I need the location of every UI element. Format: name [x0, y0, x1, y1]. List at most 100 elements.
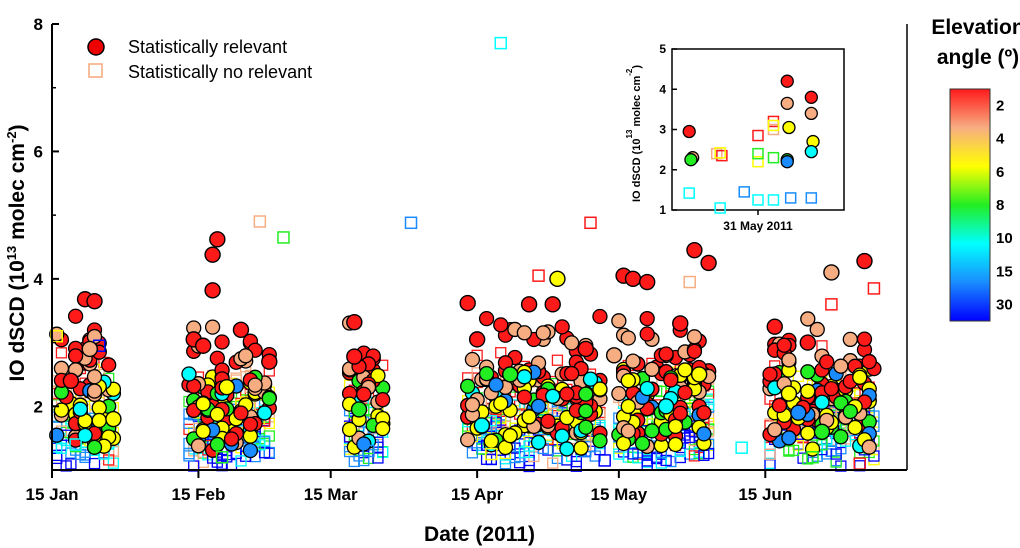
filled-circle-marker	[667, 418, 684, 435]
colorbar-level-label: 4	[996, 131, 1005, 148]
inset-filled-circle-marker	[780, 155, 794, 169]
open-square-marker	[466, 447, 479, 459]
filled-circle-marker	[516, 369, 533, 385]
filled-circle-marker	[86, 383, 103, 399]
open-square-marker	[783, 445, 795, 457]
open-square-marker	[362, 444, 375, 458]
open-square-marker	[806, 451, 819, 464]
inset-open-square-marker	[714, 147, 726, 159]
filled-circle-marker	[516, 325, 533, 341]
filled-circle-marker	[605, 347, 623, 364]
filled-circle-marker	[375, 392, 391, 408]
filled-circle-marker	[493, 395, 509, 412]
inset-filled-circle-marker	[804, 144, 818, 159]
filled-circle-marker	[460, 432, 476, 448]
filled-circle-marker	[356, 386, 372, 402]
filled-circle-marker	[625, 353, 641, 369]
main-markers	[49, 36, 882, 473]
open-square-marker	[830, 456, 842, 468]
filled-circle-marker	[473, 417, 491, 434]
filled-circle-marker	[502, 366, 519, 383]
filled-circle-marker	[663, 372, 679, 388]
filled-circle-marker	[204, 282, 221, 299]
filled-circle-marker	[780, 385, 798, 402]
filled-circle-marker	[195, 396, 211, 412]
x-tick-label: 15 Apr	[451, 485, 504, 504]
inset-y-tick-label: 5	[659, 42, 666, 56]
filled-circle-marker	[833, 395, 849, 411]
x-tick-label: 15 Jan	[26, 485, 79, 504]
x-tick-label: 15 Feb	[172, 485, 226, 504]
filled-circle-marker	[847, 419, 863, 436]
open-square-marker	[51, 452, 63, 465]
inset-open-square-marker	[767, 194, 780, 206]
filled-circle-marker	[223, 431, 240, 447]
colorbar-level-label: 2	[996, 98, 1004, 115]
colorbar-title-line1: Elevation	[931, 16, 1020, 39]
filled-circle-marker	[690, 366, 708, 383]
filled-circle-marker	[776, 337, 792, 353]
colorbar-level-label: 10	[996, 230, 1013, 247]
filled-circle-marker	[842, 403, 858, 420]
filled-circle-marker	[77, 427, 93, 444]
filled-circle-marker	[181, 366, 197, 382]
open-square-marker	[532, 269, 545, 282]
open-square-marker	[584, 216, 597, 230]
filled-circle-marker	[67, 348, 84, 364]
filled-circle-marker	[554, 319, 570, 335]
filled-circle-marker	[624, 270, 642, 288]
filled-circle-marker	[686, 241, 703, 259]
filled-circle-marker	[814, 394, 830, 410]
inset-filled-circle-marker	[780, 74, 794, 88]
filled-circle-marker	[677, 362, 693, 378]
filled-circle-marker	[464, 351, 481, 368]
inset-y-tick-label: 4	[659, 82, 666, 96]
filled-circle-marker	[657, 398, 675, 415]
filled-circle-marker	[804, 441, 821, 457]
filled-circle-marker	[242, 416, 259, 432]
filled-circle-marker	[209, 436, 225, 453]
filled-circle-marker	[247, 377, 263, 393]
filled-circle-marker	[819, 354, 835, 370]
filled-circle-marker	[72, 401, 88, 417]
inset-open-square-marker	[752, 147, 764, 160]
open-square-marker	[277, 231, 290, 244]
axis-title-part: IO dSCD (10	[6, 260, 29, 381]
filled-circle-marker	[672, 315, 689, 332]
filled-circle-marker	[644, 361, 660, 377]
filled-circle-marker	[638, 273, 656, 291]
filled-circle-marker	[766, 318, 783, 335]
inset-y-tick-label: 3	[659, 123, 666, 137]
inset-open-square-marker	[738, 186, 750, 198]
colorbar-level-label: 15	[996, 263, 1013, 280]
open-square-marker	[183, 447, 195, 460]
filled-circle-marker	[781, 430, 797, 446]
y-tick-label: 8	[34, 15, 43, 34]
inset-open-square-marker	[683, 187, 695, 199]
colorbar-title-line2: angle (º)	[937, 46, 1019, 69]
open-square-marker	[372, 452, 384, 464]
inset-open-square-marker	[714, 202, 726, 214]
filled-circle-marker	[809, 321, 825, 338]
filled-circle-marker	[578, 419, 594, 435]
filled-circle-marker	[81, 340, 98, 358]
main-plot: 2 4 6 8 15 Jan 15 Feb 15 Mar 15 Apr 15 May 15 Jun…	[4, 15, 908, 546]
filled-circle-marker	[667, 436, 684, 453]
colorbar: Elevation angle (º) 2 4 6 8 10 15 30	[931, 16, 1020, 322]
filled-circle-marker	[218, 378, 235, 396]
filled-circle-marker	[516, 389, 533, 405]
inset-y-tick-label: 2	[659, 163, 666, 177]
y-tick-label: 6	[34, 142, 43, 161]
filled-circle-marker	[209, 231, 226, 248]
filled-circle-marker	[209, 406, 225, 423]
filled-circle-marker	[620, 372, 636, 389]
filled-circle-marker	[696, 405, 712, 421]
inset-y-axis-title: IO dSCD (1013 molec cm-2)	[625, 65, 643, 202]
inset-filled-circle-marker	[684, 153, 698, 167]
axis-title-part: )	[6, 124, 29, 131]
open-square-marker	[494, 36, 508, 50]
filled-circle-marker	[459, 294, 476, 312]
open-square-marker	[867, 282, 881, 295]
filled-circle-marker	[493, 317, 509, 333]
